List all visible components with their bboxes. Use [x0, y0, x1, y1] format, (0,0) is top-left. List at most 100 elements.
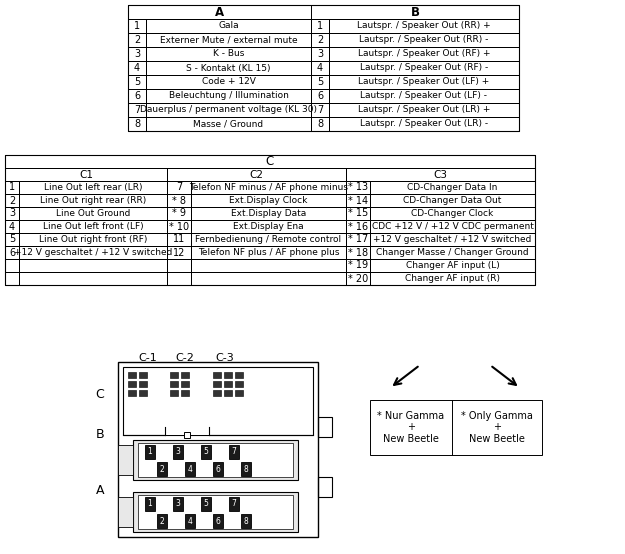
Text: Changer AF input (L): Changer AF input (L) — [406, 261, 499, 270]
Bar — [5, 155, 535, 168]
Text: Lautspr. / Speaker Out (RR) +: Lautspr. / Speaker Out (RR) + — [357, 22, 491, 30]
Text: +12 V geschaltet / +12 V switched: +12 V geschaltet / +12 V switched — [373, 235, 532, 244]
Bar — [170, 372, 178, 378]
Text: * 8: * 8 — [172, 196, 186, 206]
Bar — [318, 477, 332, 497]
Text: 6: 6 — [9, 248, 15, 258]
Text: Fernbedienung / Remote control: Fernbedienung / Remote control — [196, 235, 341, 244]
Text: 3: 3 — [9, 208, 15, 218]
Bar — [201, 497, 211, 511]
Bar — [170, 390, 178, 396]
Text: 4: 4 — [134, 63, 140, 73]
Bar — [128, 61, 146, 75]
Bar — [311, 33, 329, 47]
Bar — [167, 259, 191, 272]
Bar — [185, 514, 195, 528]
Bar — [146, 117, 311, 131]
Text: * 19: * 19 — [348, 260, 368, 270]
Text: +12 V geschaltet / +12 V switched: +12 V geschaltet / +12 V switched — [14, 248, 172, 257]
Bar — [241, 462, 251, 476]
Text: CD-Changer Clock: CD-Changer Clock — [411, 209, 494, 218]
Text: 7: 7 — [317, 105, 323, 115]
Text: 6: 6 — [317, 91, 323, 101]
Text: 5: 5 — [317, 77, 323, 87]
Text: 6: 6 — [216, 464, 221, 474]
Bar — [370, 272, 535, 285]
Bar — [128, 117, 146, 131]
Bar — [146, 61, 311, 75]
Text: Lautspr. / Speaker Out (RF) -: Lautspr. / Speaker Out (RF) - — [360, 64, 488, 73]
Text: C: C — [96, 388, 104, 402]
Bar — [5, 194, 19, 207]
Bar — [19, 207, 167, 220]
Bar — [311, 19, 329, 33]
Bar — [329, 19, 519, 33]
Bar — [167, 207, 191, 220]
Text: Lautspr. / Speaker Out (RF) +: Lautspr. / Speaker Out (RF) + — [357, 49, 490, 59]
Text: 3: 3 — [176, 500, 181, 509]
Bar — [329, 33, 519, 47]
Bar — [318, 417, 332, 437]
Text: Lautspr. / Speaker Out (LF) -: Lautspr. / Speaker Out (LF) - — [361, 91, 488, 100]
Bar — [173, 445, 183, 459]
Text: Lautspr. / Speaker Out (LR) -: Lautspr. / Speaker Out (LR) - — [360, 120, 488, 129]
Bar — [191, 259, 346, 272]
Text: A: A — [215, 6, 224, 18]
Text: 8: 8 — [134, 119, 140, 129]
Bar — [138, 495, 293, 529]
Bar — [346, 194, 370, 207]
Bar — [191, 246, 346, 259]
Bar — [139, 381, 147, 387]
Bar — [370, 181, 535, 194]
Text: 8: 8 — [244, 516, 248, 526]
Bar — [128, 47, 146, 61]
Text: * 18: * 18 — [348, 248, 368, 258]
Text: C-1: C-1 — [139, 353, 158, 363]
Bar — [167, 220, 191, 233]
Bar — [329, 117, 519, 131]
Bar — [5, 220, 19, 233]
Bar — [5, 168, 167, 181]
Text: CD-Changer Data Out: CD-Changer Data Out — [403, 196, 502, 205]
Bar — [118, 362, 318, 537]
Text: 6: 6 — [134, 91, 140, 101]
Bar — [5, 272, 19, 285]
Bar — [19, 246, 167, 259]
Text: * 10: * 10 — [169, 222, 189, 232]
Bar — [346, 207, 370, 220]
Text: Line Out left front (LF): Line Out left front (LF) — [42, 222, 143, 231]
Bar — [146, 47, 311, 61]
Bar — [311, 61, 329, 75]
Text: Line Out left rear (LR): Line Out left rear (LR) — [44, 183, 142, 192]
Bar — [167, 246, 191, 259]
Bar — [145, 497, 155, 511]
Bar — [311, 103, 329, 117]
Bar — [229, 445, 239, 459]
Bar — [19, 194, 167, 207]
Bar — [235, 390, 243, 396]
Bar — [5, 246, 19, 259]
Bar — [139, 390, 147, 396]
Text: CDC +12 V / +12 V CDC permanent: CDC +12 V / +12 V CDC permanent — [371, 222, 534, 231]
Bar — [128, 33, 146, 47]
Bar — [191, 233, 346, 246]
Bar — [5, 155, 535, 285]
Text: B: B — [411, 6, 419, 18]
Bar — [370, 207, 535, 220]
Text: 1: 1 — [9, 182, 15, 192]
Text: 12: 12 — [173, 248, 185, 258]
Bar — [146, 89, 311, 103]
Bar — [181, 381, 189, 387]
Bar — [157, 514, 167, 528]
Bar — [118, 445, 133, 475]
Text: 1: 1 — [148, 500, 152, 509]
Text: * Only Gamma
+
New Beetle: * Only Gamma + New Beetle — [461, 411, 533, 444]
Bar — [165, 427, 209, 435]
Text: 7: 7 — [231, 500, 236, 509]
Text: 3: 3 — [176, 448, 181, 456]
Bar — [146, 19, 311, 33]
Text: Line Out right front (RF): Line Out right front (RF) — [39, 235, 148, 244]
Bar — [346, 168, 535, 181]
Bar — [19, 181, 167, 194]
Text: 4: 4 — [317, 63, 323, 73]
